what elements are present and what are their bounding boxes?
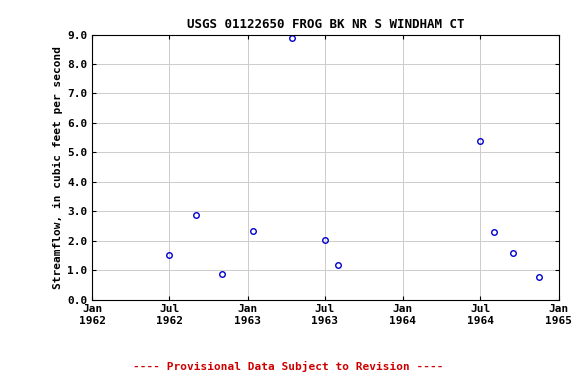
Text: ---- Provisional Data Subject to Revision ----: ---- Provisional Data Subject to Revisio… [132, 361, 444, 372]
Y-axis label: Streamflow, in cubic feet per second: Streamflow, in cubic feet per second [53, 46, 63, 288]
Title: USGS 01122650 FROG BK NR S WINDHAM CT: USGS 01122650 FROG BK NR S WINDHAM CT [187, 18, 464, 31]
